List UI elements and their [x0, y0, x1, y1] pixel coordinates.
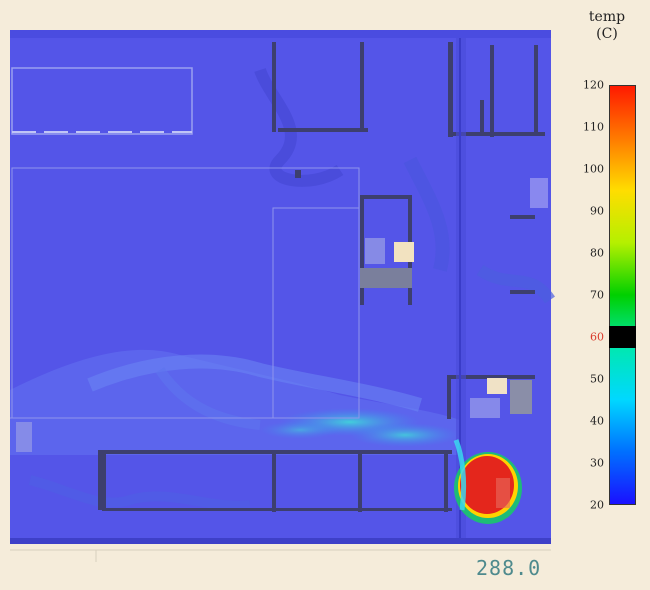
- time-readout: 288.0: [476, 556, 542, 580]
- colorbar-tick-label: 120: [583, 78, 604, 92]
- colorbar-tick-label: 90: [590, 204, 604, 218]
- colorbar-tick-label: 110: [583, 120, 604, 134]
- temperature-slice-plot: [10, 30, 555, 562]
- colorbar-tick-label: 70: [590, 288, 604, 302]
- colorbar-tick-label: 30: [590, 456, 604, 470]
- colorbar-tick-label: 100: [583, 162, 604, 176]
- colorbar-tick-label: 50: [590, 372, 604, 386]
- colorbar-tick-label: 60: [590, 330, 604, 344]
- colorbar-title: temp (C): [578, 9, 636, 43]
- colorbar-highlight-marker: [609, 326, 636, 348]
- colorbar-tick-label: 40: [590, 414, 604, 428]
- colorbar-title-quantity: temp: [588, 9, 626, 25]
- colorbar-tick-label: 20: [590, 498, 604, 512]
- colorbar-title-unit: (C): [596, 26, 618, 42]
- temperature-colorbar: [609, 85, 636, 505]
- colorbar-tick-label: 80: [590, 246, 604, 260]
- simulation-view[interactable]: [10, 10, 570, 582]
